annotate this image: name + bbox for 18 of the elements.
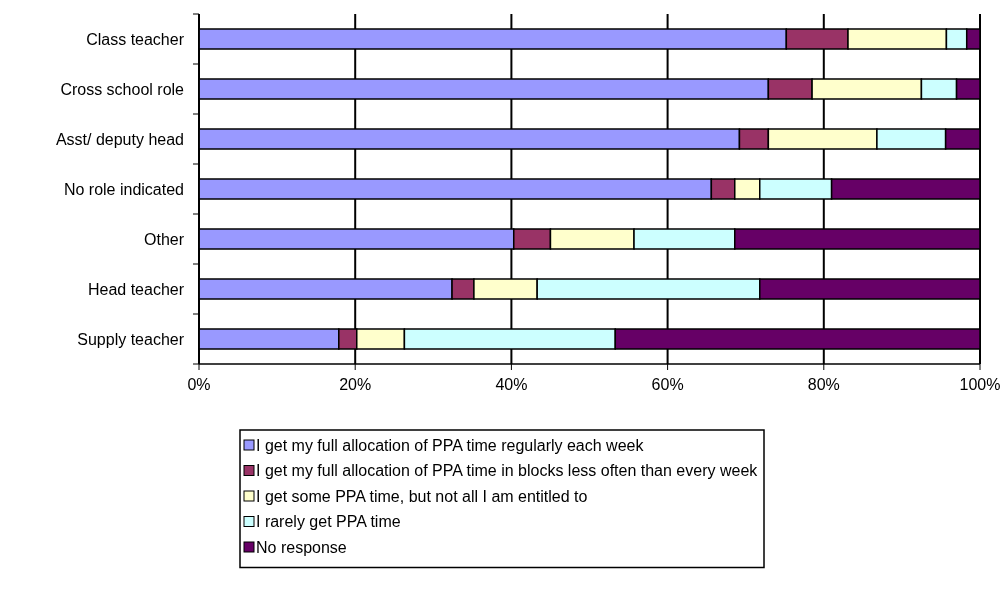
x-tick-label: 60% bbox=[651, 376, 684, 393]
legend-label: I rarely get PPA time bbox=[256, 513, 401, 531]
x-tick-label: 0% bbox=[187, 376, 211, 393]
y-tick-label: Cross school role bbox=[60, 80, 185, 98]
legend-label: I get my full allocation of PPA time regularly each week bbox=[256, 436, 645, 454]
legend-label: I get some PPA time, but not all I am entitled to bbox=[256, 487, 588, 505]
y-tick-label: No role indicated bbox=[63, 180, 184, 198]
y-tick-label: Head teacher bbox=[87, 280, 185, 298]
y-tick-label: Class teacher bbox=[86, 30, 185, 48]
x-tick-label: 20% bbox=[339, 376, 372, 393]
x-tick-label: 80% bbox=[807, 376, 840, 393]
legend-label: No response bbox=[256, 538, 347, 556]
x-tick-label: 40% bbox=[495, 376, 528, 393]
x-tick-label: 100% bbox=[959, 376, 1001, 393]
legend-label: I get my full allocation of PPA time in blocks less often than every week bbox=[256, 462, 759, 480]
y-tick-label: Other bbox=[143, 230, 185, 248]
y-tick-label: Supply teacher bbox=[77, 330, 185, 348]
y-tick-label: Asst/ deputy head bbox=[55, 130, 184, 148]
